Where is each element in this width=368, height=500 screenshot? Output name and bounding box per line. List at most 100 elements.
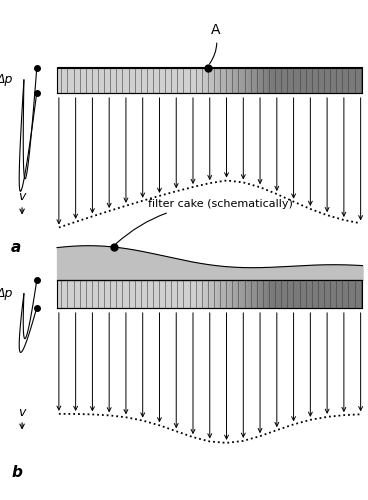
Bar: [68, 280, 72, 307]
Bar: [187, 68, 191, 92]
Bar: [233, 280, 237, 307]
Bar: [255, 280, 260, 307]
Bar: [298, 68, 302, 92]
Bar: [271, 280, 275, 307]
Bar: [137, 68, 141, 92]
Bar: [210, 68, 214, 92]
Bar: [126, 68, 130, 92]
Bar: [88, 68, 92, 92]
Bar: [141, 68, 145, 92]
Bar: [183, 280, 187, 307]
Bar: [187, 280, 191, 307]
Bar: [68, 68, 72, 92]
Bar: [141, 280, 145, 307]
Bar: [118, 280, 122, 307]
Bar: [248, 280, 252, 307]
Bar: [294, 280, 298, 307]
Bar: [164, 68, 168, 92]
Bar: [179, 280, 183, 307]
Bar: [176, 280, 180, 307]
Bar: [282, 280, 287, 307]
Bar: [324, 68, 329, 92]
Bar: [244, 280, 248, 307]
Bar: [355, 280, 359, 307]
Bar: [252, 280, 256, 307]
Bar: [91, 68, 96, 92]
Bar: [126, 280, 130, 307]
Bar: [84, 280, 88, 307]
Bar: [332, 68, 336, 92]
Bar: [61, 280, 65, 307]
Bar: [271, 68, 275, 92]
Bar: [343, 68, 347, 92]
Bar: [114, 280, 118, 307]
Bar: [316, 280, 321, 307]
Bar: [194, 68, 199, 92]
Bar: [259, 280, 263, 307]
Bar: [76, 68, 80, 92]
Bar: [114, 68, 118, 92]
Bar: [183, 68, 187, 92]
Bar: [107, 68, 111, 92]
Bar: [336, 68, 340, 92]
Bar: [237, 280, 241, 307]
Bar: [164, 280, 168, 307]
Bar: [328, 68, 332, 92]
Bar: [359, 280, 363, 307]
Bar: [355, 68, 359, 92]
Bar: [225, 68, 229, 92]
Bar: [309, 280, 313, 307]
Bar: [61, 68, 65, 92]
Bar: [275, 280, 279, 307]
Bar: [263, 68, 268, 92]
Bar: [286, 68, 290, 92]
Bar: [202, 280, 206, 307]
Bar: [321, 68, 325, 92]
Bar: [286, 280, 290, 307]
Bar: [213, 280, 218, 307]
Bar: [194, 280, 199, 307]
Bar: [152, 280, 157, 307]
Bar: [267, 280, 271, 307]
Bar: [328, 280, 332, 307]
Bar: [217, 68, 222, 92]
Bar: [267, 68, 271, 92]
Bar: [168, 68, 172, 92]
Bar: [217, 280, 222, 307]
Bar: [110, 280, 115, 307]
Bar: [313, 280, 317, 307]
Text: a: a: [11, 240, 21, 255]
Bar: [263, 280, 268, 307]
Bar: [171, 68, 176, 92]
Bar: [255, 68, 260, 92]
Bar: [305, 68, 309, 92]
Bar: [110, 68, 115, 92]
Bar: [347, 68, 351, 92]
Bar: [133, 68, 138, 92]
Bar: [275, 68, 279, 92]
Bar: [133, 280, 138, 307]
Bar: [99, 280, 103, 307]
Bar: [72, 68, 77, 92]
Bar: [313, 68, 317, 92]
Bar: [221, 280, 225, 307]
Bar: [290, 280, 294, 307]
Bar: [95, 280, 99, 307]
Bar: [91, 280, 96, 307]
Bar: [298, 280, 302, 307]
Bar: [80, 280, 84, 307]
Text: filter cake (schematically): filter cake (schematically): [116, 200, 293, 244]
Bar: [198, 280, 202, 307]
Bar: [229, 280, 233, 307]
Bar: [122, 68, 126, 92]
Bar: [259, 68, 263, 92]
Text: Δp: Δp: [0, 287, 13, 300]
Bar: [80, 68, 84, 92]
Bar: [213, 68, 218, 92]
Bar: [206, 280, 210, 307]
Bar: [305, 280, 309, 307]
Bar: [279, 68, 283, 92]
Bar: [72, 280, 77, 307]
Bar: [206, 68, 210, 92]
Bar: [122, 280, 126, 307]
